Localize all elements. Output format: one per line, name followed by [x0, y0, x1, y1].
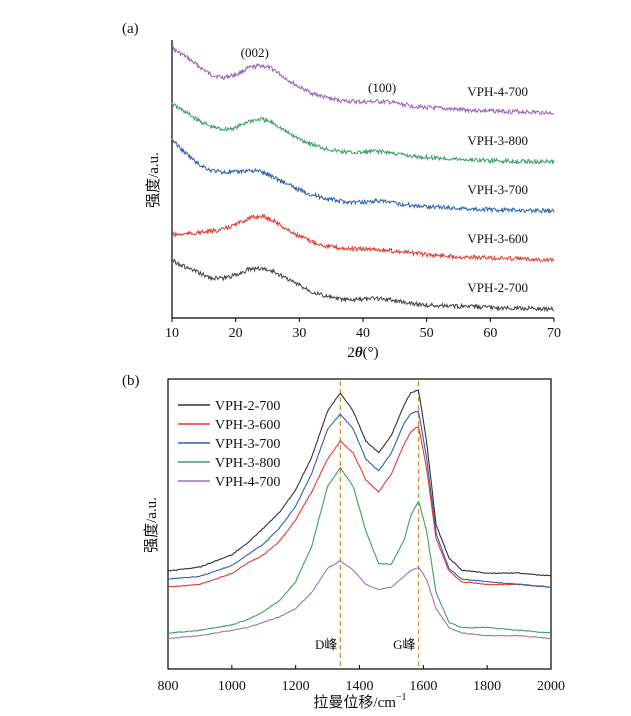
panel-b-series-lines [167, 389, 552, 640]
panel-a-series-label: VPH-2-700 [467, 280, 528, 295]
panel-a-series-line-vph-3-800 [171, 102, 555, 166]
panel-b-x-axis-label: 拉曼位移/cm−1 [313, 692, 406, 711]
panel-a-x-tick-label: 70 [547, 326, 561, 341]
panel-a-x-tick-label: 60 [483, 326, 497, 341]
panel-b-x-tick-label: 2000 [537, 679, 565, 694]
panel-a-x-ticks: 10 20 30 40 50 60 70 [165, 318, 561, 341]
panel-a-series-line-vph-4-700 [171, 45, 555, 116]
panel-b-x-axis-label-sup: −1 [396, 692, 407, 703]
panel-b-legend: VPH-2-700 VPH-3-600 VPH-3-700 VPH-3-800 VPH-… [178, 399, 280, 490]
panel-b-x-axis-label-text: 拉曼位移/cm [313, 694, 396, 711]
panel-b-legend-label: VPH-3-700 [215, 437, 280, 452]
panel-b-legend-label: VPH-2-700 [215, 399, 280, 414]
panel-b-x-ticks: 800 1000 1200 1400 1600 1800 2000 [158, 665, 565, 694]
panel-b-series-line-vph-3-600 [167, 425, 552, 588]
panel-b-reference-label: G峰 [393, 637, 415, 652]
panel-a: (a) 10 20 30 40 50 60 70 VPH-4-700VPH-3-800VPH… [122, 21, 561, 361]
panel-a-series-line-vph-3-600 [171, 212, 555, 263]
panel-a-series-label: VPH-3-700 [467, 182, 528, 197]
panel-a-x-tick-label: 20 [229, 326, 243, 341]
panel-a-x-axis-label-prefix: 2 [347, 345, 355, 361]
panel-b-x-tick-label: 1000 [218, 679, 246, 694]
panel-b-reference-lines: D峰 G峰 [315, 381, 420, 668]
panel-b-label: (b) [122, 373, 140, 389]
panel-a-annotations: (002) (100) [241, 45, 397, 95]
panel-b-series-line-vph-2-700 [167, 389, 552, 577]
panel-a-x-axis-label-theta: θ [355, 345, 363, 361]
panel-a-x-tick-label: 40 [356, 326, 370, 341]
panel-b-x-tick-label: 1600 [409, 679, 437, 694]
panel-b-x-tick-label: 1200 [282, 679, 310, 694]
panel-b-reference-label: D峰 [315, 637, 337, 652]
panel-b: (b) 800 1000 1200 1400 1600 1800 2000 D峰 G峰 VPH… [122, 373, 565, 711]
panel-b-series-line-vph-3-800 [167, 466, 552, 634]
panel-a-series-label: VPH-3-800 [467, 133, 528, 148]
panel-a-x-tick-label: 50 [420, 326, 434, 341]
panel-a-series-line-vph-2-700 [171, 258, 555, 313]
panel-b-legend-label: VPH-4-700 [215, 475, 280, 490]
panel-a-series-lines [171, 45, 555, 313]
panel-a-peak-annotation: (002) [241, 45, 269, 60]
panel-a-series-labels: VPH-4-700 VPH-3-800 VPH-3-700 VPH-3-600 VPH-… [467, 84, 528, 295]
panel-a-x-axis-label: 2θ(°) [347, 345, 378, 361]
panel-a-x-axis-label-suffix: (°) [363, 345, 379, 361]
panel-b-x-tick-label: 1400 [346, 679, 374, 694]
panel-a-label: (a) [122, 21, 139, 37]
panel-b-series-line-vph-4-700 [167, 560, 552, 640]
panel-a-x-tick-label: 30 [292, 326, 306, 341]
panel-a-x-tick-label: 10 [165, 326, 179, 341]
panel-a-peak-annotation: (100) [368, 80, 396, 95]
panel-a-series-label: VPH-3-600 [467, 231, 528, 246]
panel-a-series-label: VPH-4-700 [467, 84, 528, 99]
panel-b-series-line-vph-3-700 [167, 410, 552, 588]
panel-a-y-axis-label: 强度/a.u. [145, 152, 162, 208]
panel-b-legend-label: VPH-3-600 [215, 418, 280, 433]
panel-b-x-tick-label: 1800 [473, 679, 501, 694]
panel-b-x-tick-label: 800 [158, 679, 179, 694]
panel-b-y-axis-label: 强度/a.u. [143, 497, 160, 553]
panel-a-series-line-vph-3-700 [171, 138, 555, 214]
panel-b-legend-label: VPH-3-800 [215, 456, 280, 471]
